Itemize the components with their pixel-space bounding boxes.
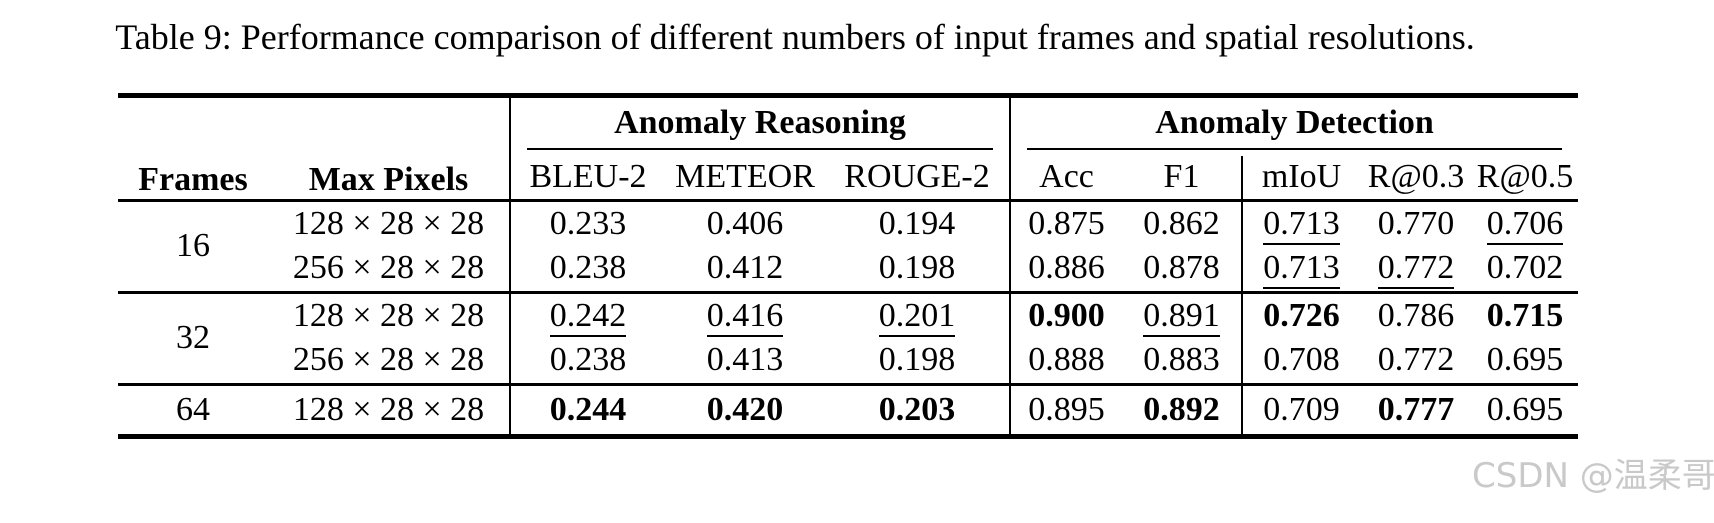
cell-r03: 0.772 bbox=[1377, 341, 1455, 379]
underlined-value: 0.201 bbox=[878, 296, 956, 337]
group-header-anomaly-reasoning: Anomaly Reasoning bbox=[508, 95, 1011, 156]
cell-rouge2: 0.198 bbox=[878, 341, 956, 379]
frames-16-group: 16 128 × 28 × 28 0.233 0.406 0.194 0.875… bbox=[118, 200, 1579, 292]
col-header-r05: R@0.5 bbox=[1476, 158, 1574, 196]
cell-miou: 0.713 bbox=[1241, 200, 1361, 246]
cell-miou: 0.708 bbox=[1241, 338, 1361, 384]
cell-max-pixels: 256 × 28 × 28 bbox=[292, 249, 485, 287]
cell-acc: 0.875 bbox=[1009, 200, 1123, 246]
table-row: 64 128 × 28 × 28 0.244 0.420 0.203 0.895… bbox=[118, 384, 1578, 436]
table-caption: Table 9: Performance comparison of diffe… bbox=[115, 17, 1475, 57]
table-row: 16 128 × 28 × 28 0.233 0.406 0.194 0.875… bbox=[118, 200, 1578, 264]
cell-max-pixels: 256 × 28 × 28 bbox=[292, 341, 485, 379]
col-header-frames: Frames bbox=[138, 160, 248, 198]
cell-r05: 0.706 bbox=[1472, 200, 1578, 246]
cell-frames: 32 bbox=[176, 319, 210, 356]
cell-rouge2: 0.201 bbox=[825, 292, 1010, 338]
underlined-value: 0.891 bbox=[1143, 296, 1220, 337]
cell-f1: 0.862 bbox=[1143, 204, 1220, 242]
cell-acc: 0.886 bbox=[1009, 246, 1123, 292]
results-table: Frames Max Pixels Anomaly Reasoning Anom… bbox=[118, 93, 1579, 439]
sub-header-row: BLEU-2 METEOR ROUGE-2 Acc F1 mIoU R@0.3 … bbox=[118, 156, 1578, 200]
group-header-row: Frames Max Pixels Anomaly Reasoning Anom… bbox=[118, 95, 1579, 198]
table-row: 32 128 × 28 × 28 0.242 0.416 0.201 0.900… bbox=[118, 292, 1578, 356]
col-header-rouge2: ROUGE-2 bbox=[844, 158, 990, 196]
cell-rouge2: 0.203 bbox=[878, 390, 956, 428]
cell-bleu2: 0.233 bbox=[509, 200, 665, 246]
col-header-r03: R@0.3 bbox=[1367, 158, 1465, 196]
col-header-max-pixels: Max Pixels bbox=[308, 160, 469, 198]
cell-max-pixels: 128 × 28 × 28 bbox=[292, 390, 485, 428]
underlined-value: 0.706 bbox=[1486, 204, 1564, 245]
cell-r05: 0.695 bbox=[1486, 390, 1564, 428]
cell-meteor: 0.416 bbox=[665, 292, 825, 338]
cell-max-pixels: 128 × 28 × 28 bbox=[292, 204, 485, 242]
cell-miou: 0.713 bbox=[1241, 246, 1361, 292]
cell-r03: 0.772 bbox=[1360, 246, 1472, 292]
cell-r03: 0.777 bbox=[1377, 390, 1455, 428]
cell-meteor: 0.406 bbox=[706, 204, 784, 242]
csdn-watermark: CSDN @温柔哥` bbox=[1472, 456, 1714, 496]
cell-meteor: 0.413 bbox=[706, 341, 784, 379]
cell-acc: 0.900 bbox=[1009, 292, 1123, 338]
cell-r03: 0.770 bbox=[1377, 204, 1455, 242]
cell-meteor: 0.420 bbox=[706, 390, 784, 428]
table-header: Frames Max Pixels Anomaly Reasoning Anom… bbox=[118, 95, 1579, 200]
cell-frames: 16 bbox=[176, 227, 210, 264]
cell-rouge2: 0.198 bbox=[878, 249, 956, 287]
cell-acc: 0.895 bbox=[1009, 384, 1123, 436]
underlined-value: 0.772 bbox=[1377, 249, 1455, 290]
underlined-value: 0.242 bbox=[549, 296, 627, 337]
frames-32-group: 32 128 × 28 × 28 0.242 0.416 0.201 0.900… bbox=[118, 292, 1579, 384]
cell-r05: 0.695 bbox=[1486, 341, 1564, 379]
cell-bleu2: 0.244 bbox=[509, 384, 665, 436]
detection-cmidrule bbox=[1027, 148, 1563, 150]
group-label-anomaly-detection: Anomaly Detection bbox=[1155, 104, 1434, 141]
col-header-meteor: METEOR bbox=[675, 158, 815, 196]
cell-acc: 0.888 bbox=[1009, 338, 1123, 384]
frames-64-group: 64 128 × 28 × 28 0.244 0.420 0.203 0.895… bbox=[118, 384, 1578, 436]
underlined-value: 0.713 bbox=[1263, 249, 1340, 290]
table-row: 256 × 28 × 28 0.238 0.412 0.198 0.886 0.… bbox=[118, 246, 1578, 292]
cell-rouge2: 0.194 bbox=[878, 204, 956, 242]
cell-f1: 0.883 bbox=[1143, 341, 1220, 379]
cell-f1: 0.892 bbox=[1143, 390, 1220, 428]
underlined-value: 0.713 bbox=[1263, 204, 1340, 245]
cell-r03: 0.786 bbox=[1377, 296, 1455, 334]
table-container: Frames Max Pixels Anomaly Reasoning Anom… bbox=[118, 93, 1579, 439]
underlined-value: 0.416 bbox=[706, 296, 784, 337]
col-header-miou: mIoU bbox=[1241, 156, 1361, 200]
reasoning-cmidrule bbox=[527, 148, 994, 150]
cell-max-pixels: 128 × 28 × 28 bbox=[292, 296, 485, 334]
group-header-anomaly-detection: Anomaly Detection bbox=[1009, 95, 1579, 156]
cell-bleu2: 0.238 bbox=[509, 338, 665, 384]
cell-frames: 64 bbox=[176, 390, 210, 428]
cell-meteor: 0.412 bbox=[706, 249, 784, 287]
cell-bleu2: 0.242 bbox=[509, 292, 665, 338]
col-header-acc: Acc bbox=[1009, 156, 1123, 200]
cell-f1: 0.891 bbox=[1122, 292, 1242, 338]
table-row: 256 × 28 × 28 0.238 0.413 0.198 0.888 0.… bbox=[118, 338, 1578, 384]
cell-r05: 0.702 bbox=[1486, 249, 1564, 287]
col-header-f1: F1 bbox=[1163, 158, 1200, 196]
col-header-bleu2: BLEU-2 bbox=[509, 156, 665, 200]
cell-miou: 0.709 bbox=[1241, 384, 1361, 436]
group-label-anomaly-reasoning: Anomaly Reasoning bbox=[614, 104, 906, 141]
cell-r05: 0.715 bbox=[1486, 296, 1564, 334]
cell-f1: 0.878 bbox=[1143, 249, 1220, 287]
cell-miou: 0.726 bbox=[1241, 292, 1361, 338]
cell-bleu2: 0.238 bbox=[509, 246, 665, 292]
